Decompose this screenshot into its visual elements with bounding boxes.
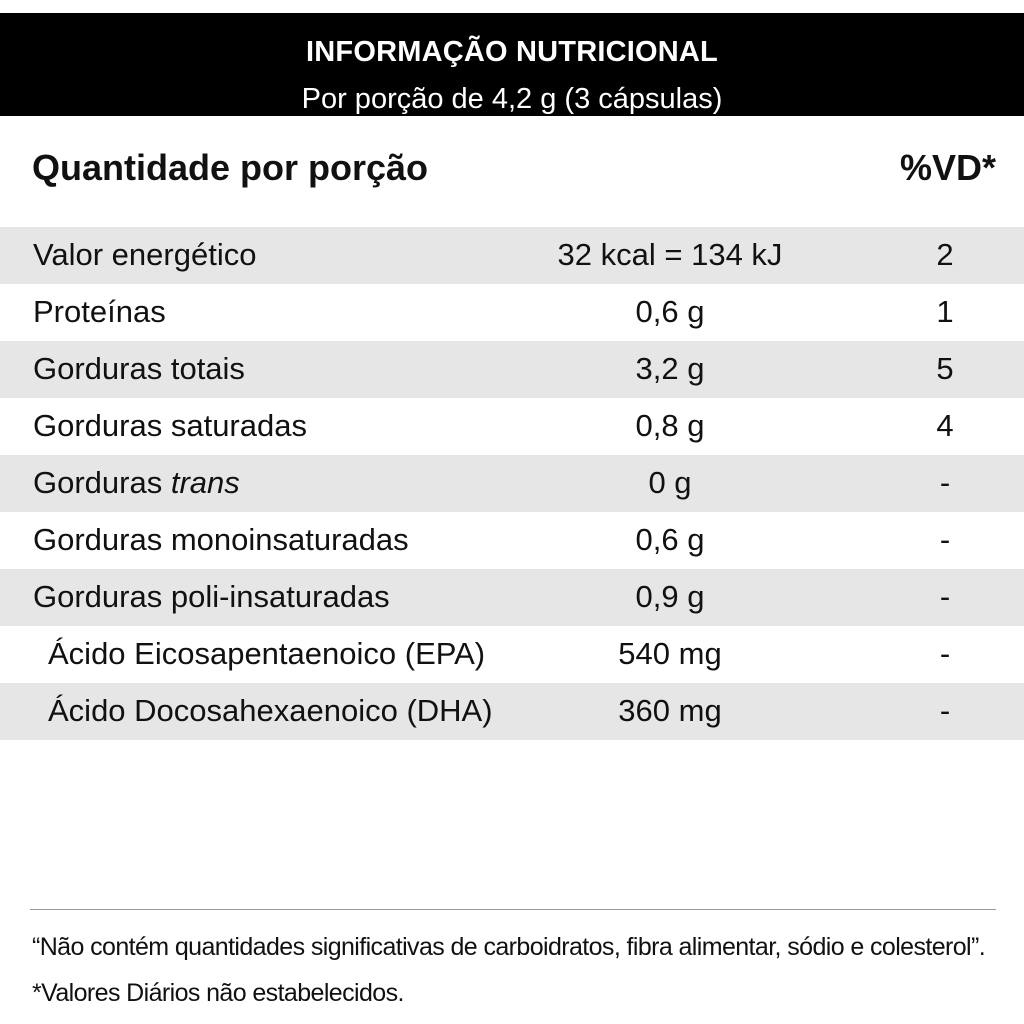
row-name: Gorduras saturadas	[33, 408, 307, 443]
row-amount: 540 mg	[618, 636, 722, 671]
footnote-daily-values: *Valores Diários não estabelecidos.	[32, 979, 404, 1007]
nutrition-table: Valor energético 32 kcal = 134 kJ 2 Prot…	[0, 227, 1024, 740]
table-row: Gorduras monoinsaturadas 0,6 g -	[0, 512, 1024, 569]
footnote-not-significant: “Não contém quantidades significativas d…	[32, 933, 986, 961]
column-header-quantity: Quantidade por porção	[32, 147, 429, 188]
table-row: Gorduras saturadas 0,8 g 4	[0, 398, 1024, 455]
row-amount: 3,2 g	[635, 351, 705, 386]
row-name: Proteínas	[33, 294, 166, 329]
column-header-vd: %VD*	[899, 147, 996, 188]
row-amount: 0,8 g	[635, 408, 705, 443]
row-vd: 5	[936, 351, 954, 386]
row-amount: 360 mg	[618, 693, 722, 728]
row-vd: -	[939, 636, 951, 671]
row-name: Ácido Docosahexaenoico (DHA)	[48, 693, 493, 728]
nutrition-header: INFORMAÇÃO NUTRICIONAL Por porção de 4,2…	[0, 13, 1024, 116]
footnote-divider	[30, 909, 996, 910]
row-amount: 0,6 g	[635, 294, 705, 329]
table-row: Gorduras totais 3,2 g 5	[0, 341, 1024, 398]
row-amount: 0,6 g	[635, 522, 705, 557]
row-name: Gorduras poli-insaturadas	[33, 579, 390, 614]
row-vd: -	[939, 579, 951, 614]
header-subtitle: Por porção de 4,2 g (3 cápsulas)	[301, 83, 723, 115]
row-name: Gorduras monoinsaturadas	[33, 522, 409, 557]
row-amount: 0,9 g	[635, 579, 705, 614]
row-vd: -	[939, 693, 951, 728]
row-amount: 32 kcal = 134 kJ	[557, 237, 783, 272]
row-vd: 4	[936, 408, 954, 443]
table-row: Gorduras poli-insaturadas 0,9 g -	[0, 569, 1024, 626]
row-name: Ácido Eicosapentaenoico (EPA)	[48, 636, 486, 671]
table-row: Gorduras trans 0 g -	[0, 455, 1024, 512]
table-row: Ácido Docosahexaenoico (DHA) 360 mg -	[0, 683, 1024, 740]
row-name-italic: trans	[170, 465, 240, 500]
row-name: Valor energético	[33, 237, 257, 272]
table-row: Ácido Eicosapentaenoico (EPA) 540 mg -	[0, 626, 1024, 683]
row-name-text: Gorduras	[33, 465, 171, 500]
row-vd: 1	[936, 294, 954, 329]
row-vd: -	[939, 465, 951, 500]
table-row: Proteínas 0,6 g 1	[0, 284, 1024, 341]
row-name: Gorduras trans	[33, 455, 240, 512]
row-name: Gorduras totais	[33, 351, 245, 386]
table-row: Valor energético 32 kcal = 134 kJ 2	[0, 227, 1024, 284]
row-vd: -	[939, 522, 951, 557]
row-amount: 0 g	[648, 465, 692, 500]
row-vd: 2	[936, 237, 954, 272]
header-title: INFORMAÇÃO NUTRICIONAL	[306, 36, 718, 68]
